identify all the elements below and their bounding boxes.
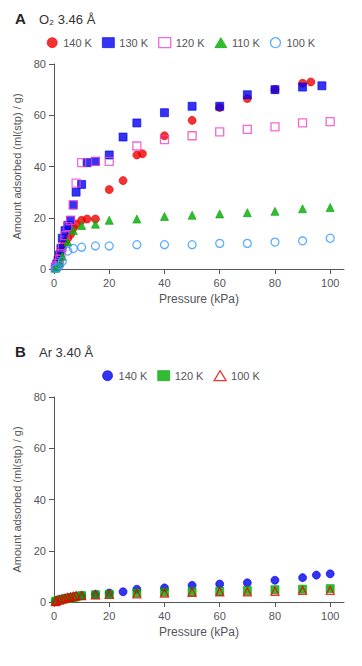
svg-text:60: 60 bbox=[34, 442, 46, 454]
svg-text:140 K: 140 K bbox=[119, 370, 148, 382]
svg-text:O₂ 3.46 Å: O₂ 3.46 Å bbox=[39, 12, 96, 27]
svg-text:100 K: 100 K bbox=[286, 37, 315, 49]
svg-text:110 K: 110 K bbox=[232, 37, 261, 49]
svg-text:60: 60 bbox=[214, 610, 226, 622]
svg-text:0: 0 bbox=[51, 277, 57, 289]
svg-text:40: 40 bbox=[34, 494, 46, 506]
svg-text:Amount adsorbed (ml(stp) / g): Amount adsorbed (ml(stp) / g) bbox=[11, 426, 23, 572]
svg-text:20: 20 bbox=[34, 212, 46, 224]
svg-text:0: 0 bbox=[51, 610, 57, 622]
svg-text:120 K: 120 K bbox=[176, 37, 205, 49]
svg-text:0: 0 bbox=[40, 596, 46, 608]
svg-text:B: B bbox=[15, 343, 26, 360]
svg-text:100 K: 100 K bbox=[231, 370, 260, 382]
svg-text:80: 80 bbox=[34, 58, 46, 70]
svg-text:80: 80 bbox=[269, 277, 281, 289]
svg-text:Pressure (kPa): Pressure (kPa) bbox=[159, 625, 239, 639]
svg-text:80: 80 bbox=[269, 610, 281, 622]
svg-text:20: 20 bbox=[103, 610, 115, 622]
svg-text:80: 80 bbox=[34, 391, 46, 403]
svg-text:20: 20 bbox=[103, 277, 115, 289]
svg-text:140 K: 140 K bbox=[63, 37, 92, 49]
svg-text:60: 60 bbox=[34, 109, 46, 121]
svg-text:100: 100 bbox=[321, 610, 339, 622]
svg-text:A: A bbox=[15, 10, 26, 27]
svg-text:Ar 3.40 Å: Ar 3.40 Å bbox=[39, 345, 94, 360]
svg-text:20: 20 bbox=[34, 545, 46, 557]
svg-text:40: 40 bbox=[34, 161, 46, 173]
svg-text:Amount adsorbed (ml(stp) / g): Amount adsorbed (ml(stp) / g) bbox=[11, 93, 23, 239]
svg-text:40: 40 bbox=[158, 610, 170, 622]
svg-text:Pressure (kPa): Pressure (kPa) bbox=[159, 292, 239, 306]
svg-text:0: 0 bbox=[40, 263, 46, 275]
svg-text:40: 40 bbox=[158, 277, 170, 289]
svg-text:100: 100 bbox=[321, 277, 339, 289]
svg-text:120 K: 120 K bbox=[175, 370, 204, 382]
svg-text:60: 60 bbox=[214, 277, 226, 289]
svg-text:130 K: 130 K bbox=[119, 37, 148, 49]
